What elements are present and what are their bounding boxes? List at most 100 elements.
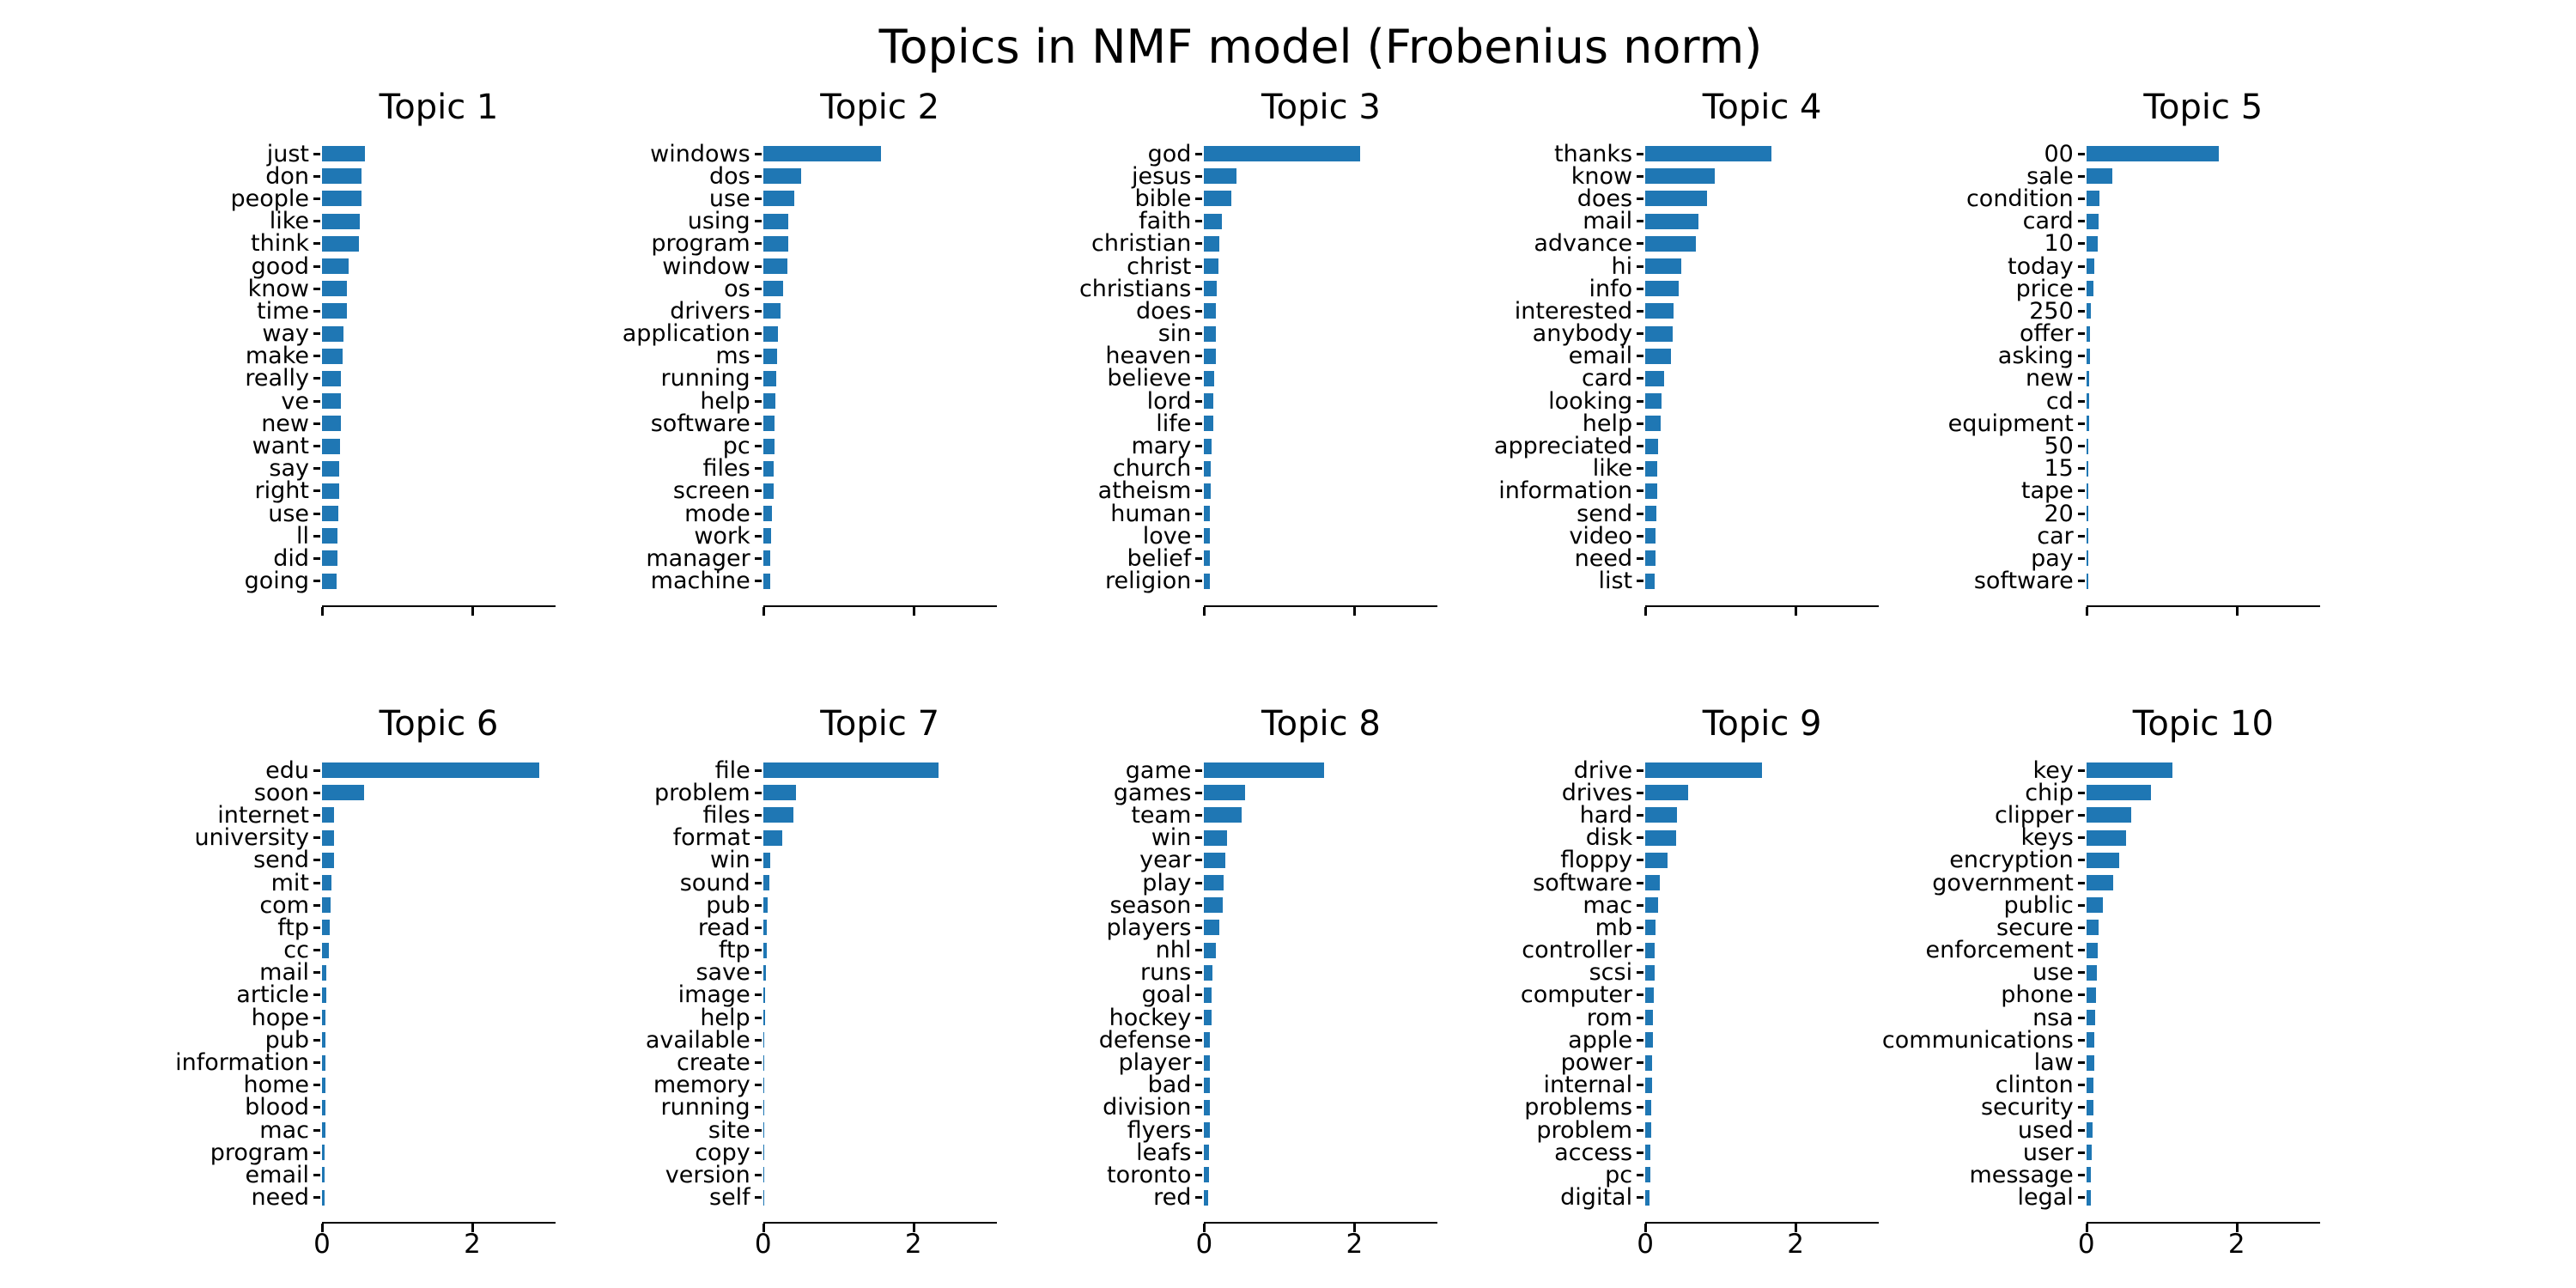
bar-row: blood xyxy=(64,1096,597,1119)
bar xyxy=(1204,1010,1212,1026)
bar xyxy=(1645,852,1668,868)
y-tick-mark xyxy=(313,534,320,538)
bar xyxy=(2086,393,2090,410)
bar-row: want xyxy=(64,434,597,458)
bar-row: site xyxy=(506,1119,1038,1142)
bar-row: disk xyxy=(1388,826,1920,849)
x-axis-line xyxy=(1204,605,1438,607)
bar-label: way xyxy=(262,320,309,348)
x-axis-line xyxy=(322,1222,556,1224)
bar-label: player xyxy=(1118,1049,1192,1077)
bar xyxy=(322,213,360,229)
bar xyxy=(762,573,771,589)
bar-row: phone xyxy=(1829,983,2361,1006)
y-tick-mark xyxy=(2077,769,2085,772)
bar-label: life xyxy=(1156,410,1192,437)
y-tick-mark xyxy=(754,467,762,471)
bar-row: windows xyxy=(506,143,1038,166)
bar-label: article xyxy=(236,981,309,1009)
y-tick-mark xyxy=(1195,1173,1203,1176)
bar-label: legal xyxy=(2017,1184,2074,1212)
bar-row: program xyxy=(64,1141,597,1164)
y-tick-mark xyxy=(1637,971,1644,975)
bar xyxy=(2086,1122,2093,1139)
bar-label: mary xyxy=(1131,433,1192,460)
y-tick-mark xyxy=(313,903,320,907)
bar xyxy=(762,987,766,1003)
bar-label: players xyxy=(1106,914,1192,941)
bar xyxy=(1204,303,1217,319)
bar xyxy=(762,325,779,342)
bar-label: problems xyxy=(1524,1094,1633,1121)
bar xyxy=(2086,1032,2095,1048)
y-tick-mark xyxy=(313,467,320,471)
bar xyxy=(1204,370,1214,386)
bar-row: new xyxy=(64,412,597,435)
bar-row: christians xyxy=(946,277,1479,301)
y-tick-mark xyxy=(2077,836,2085,840)
bar xyxy=(762,370,776,386)
bar-label: 15 xyxy=(2044,455,2074,483)
bar-label: did xyxy=(273,544,309,572)
y-tick-mark xyxy=(1195,993,1203,997)
bar-row: security xyxy=(1829,1096,2361,1119)
y-tick-mark xyxy=(754,355,762,358)
bar-row: like xyxy=(1388,457,1920,480)
bar-row: application xyxy=(506,322,1038,345)
bar xyxy=(1645,550,1656,567)
bar-row: nhl xyxy=(946,939,1479,962)
bar-label: jesus xyxy=(1132,162,1192,190)
y-tick-mark xyxy=(313,836,320,840)
bar xyxy=(1204,506,1211,522)
y-tick-mark xyxy=(1195,1151,1203,1154)
bar xyxy=(762,213,789,229)
bar-row: window xyxy=(506,255,1038,278)
bar-row: video xyxy=(1388,525,1920,548)
bar xyxy=(2086,281,2093,297)
bar-row: equipment xyxy=(1829,412,2361,435)
bar-row: available xyxy=(506,1029,1038,1052)
bar xyxy=(1645,483,1658,499)
bar xyxy=(1645,348,1671,364)
y-tick-mark xyxy=(1637,1106,1644,1109)
subplot-topic-3: Topic 3 god jesus bible faith christian christ… xyxy=(946,82,1479,683)
bar xyxy=(1645,370,1664,386)
y-tick-mark xyxy=(1195,287,1203,290)
bar-label: clinton xyxy=(1995,1072,2074,1099)
y-tick-mark xyxy=(1637,422,1644,425)
bar-label: internal xyxy=(1543,1072,1633,1099)
bar-label: cd xyxy=(2045,387,2074,415)
bar-label: digital xyxy=(1560,1184,1633,1212)
bar xyxy=(322,416,341,432)
bar-row: clipper xyxy=(1829,804,2361,827)
y-tick-mark xyxy=(754,422,762,425)
bar-row: use xyxy=(64,502,597,526)
bar-row: lord xyxy=(946,390,1479,413)
y-tick-mark xyxy=(313,1061,320,1065)
bar-label: really xyxy=(245,365,309,392)
bar-label: love xyxy=(1142,522,1192,550)
bar-row: believe xyxy=(946,367,1479,390)
bar xyxy=(762,168,802,185)
bar-label: sound xyxy=(679,869,750,896)
bar-row: problem xyxy=(1388,1119,1920,1142)
bar-label: software xyxy=(650,410,750,437)
y-tick-mark xyxy=(313,993,320,997)
bar xyxy=(1204,1054,1211,1071)
x-tick-label: 0 xyxy=(313,1229,331,1260)
bar-label: christ xyxy=(1127,252,1192,280)
bar-label: law xyxy=(2033,1049,2074,1077)
bar xyxy=(322,528,338,544)
x-tick-mark xyxy=(1203,1224,1206,1232)
bar xyxy=(1204,528,1211,544)
y-tick-mark xyxy=(2077,242,2085,246)
y-tick-mark xyxy=(313,813,320,817)
bar-label: faith xyxy=(1139,208,1192,235)
bar-label: hockey xyxy=(1109,1004,1192,1031)
bar-row: mb xyxy=(1388,916,1920,939)
y-tick-mark xyxy=(2077,534,2085,538)
bar xyxy=(322,506,339,522)
bar xyxy=(1204,483,1212,499)
bar-row: internal xyxy=(1388,1072,1920,1099)
bar-label: user xyxy=(2022,1139,2074,1166)
